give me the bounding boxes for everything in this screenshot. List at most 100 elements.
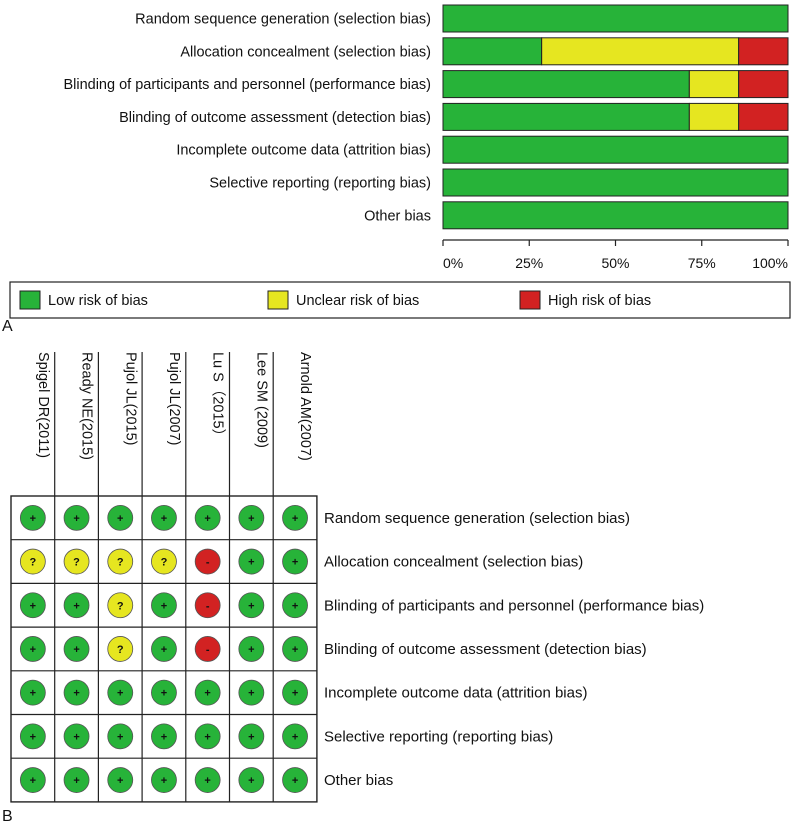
- judgement-symbol: -: [206, 644, 210, 656]
- judgement-low-risk-icon: [194, 767, 221, 793]
- judgement-low-risk-icon: [238, 767, 265, 793]
- judgement-symbol: +: [161, 600, 167, 612]
- judgement-symbol: +: [30, 731, 36, 743]
- judgement-low-risk-icon: [151, 504, 177, 531]
- category-label-selective-reporting-reporting-bias: Selective reporting (reporting bias): [209, 176, 431, 192]
- judgement-low-risk-icon: [238, 548, 265, 575]
- judgement-symbol: +: [204, 688, 210, 700]
- category-label-random-sequence-generation-selection-bias: Random sequence generation (selection bi…: [135, 12, 431, 28]
- bar-segment-high-risk-of-bias: [738, 37, 789, 66]
- bar-segment-high-risk-of-bias: [738, 70, 789, 99]
- judgement-symbol: +: [73, 731, 79, 743]
- panel-label-a: A: [2, 318, 13, 335]
- judgement-low-risk-icon: [63, 504, 90, 531]
- bar-segment-unclear-risk-of-bias: [688, 70, 740, 99]
- judgement-symbol: +: [30, 688, 36, 700]
- legend-box: [9, 281, 791, 319]
- judgement-symbol: +: [248, 600, 254, 612]
- judgement-low-risk-icon: [282, 636, 308, 662]
- x-tick-label: 75%: [688, 255, 716, 271]
- category-labels: Random sequence generation (selection bi…: [63, 12, 431, 225]
- legend: Low risk of bias Unclear risk of bias High…: [9, 281, 791, 319]
- x-tick-label: 50%: [601, 255, 629, 271]
- judgement-symbol: +: [161, 644, 167, 656]
- judgement-symbol: ?: [117, 600, 124, 612]
- x-axis: 0% 25% 50% 75% 100%: [442, 239, 789, 271]
- study-label-spigel-dr-2011: Spigel DR(2011): [35, 352, 51, 458]
- study-labels: Spigel DR(2011) Ready NE(2015) Pujol JL(20…: [35, 352, 313, 461]
- judgement-symbol: +: [161, 688, 167, 700]
- judgement-unclear-risk-icon: [19, 548, 46, 575]
- stacked-bars: [442, 4, 789, 230]
- judgement-symbol: +: [73, 513, 79, 525]
- judgement-low-risk-icon: [63, 636, 90, 662]
- category-label-other-bias: Other bias: [364, 208, 431, 224]
- legend-swatch-unclear-risk-of-bias: [267, 290, 289, 310]
- judgement-low-risk-icon: [282, 504, 308, 531]
- judgement-symbol: ?: [29, 557, 36, 569]
- bar-segment-low-risk-of-bias: [442, 168, 789, 197]
- judgement-low-risk-icon: [238, 679, 265, 706]
- judgement-low-risk-icon: [282, 592, 308, 619]
- judgement-low-risk-icon: [107, 679, 134, 706]
- judgement-low-risk-icon: [282, 767, 308, 793]
- judgement-low-risk-icon: [19, 504, 46, 531]
- judgement-low-risk-icon: [151, 636, 177, 662]
- judgement-low-risk-icon: [238, 723, 265, 750]
- judgement-high-risk-icon: [194, 592, 221, 619]
- x-tick-label: 100%: [752, 255, 788, 271]
- judgement-unclear-risk-icon: [63, 548, 90, 575]
- judgement-symbol: ?: [117, 557, 124, 569]
- judgement-low-risk-icon: [19, 592, 46, 619]
- judgement-low-risk-icon: [238, 592, 265, 619]
- judgement-symbol: ?: [117, 644, 124, 656]
- judgement-symbol: +: [30, 644, 36, 656]
- judgement-symbol: +: [292, 513, 298, 525]
- x-tick-label: 25%: [515, 255, 543, 271]
- judgement-unclear-risk-icon: [151, 548, 177, 575]
- judgement-low-risk-icon: [63, 592, 90, 619]
- judgement-low-risk-icon: [151, 679, 177, 706]
- x-tick-label: 0%: [443, 255, 463, 271]
- judgement-low-risk-icon: [194, 679, 221, 706]
- study-label-pujol-jl-2007: Pujol JL(2007): [166, 352, 182, 446]
- risk-of-bias-grid: B Spigel DR(2011) Ready NE(2015) Pujol JL(…: [2, 352, 704, 825]
- category-label-blinding-of-participants-and-personnel-performance-bias: Blinding of participants and personnel (…: [63, 77, 431, 93]
- judgement-symbol: +: [248, 644, 254, 656]
- legend-label-high-risk-of-bias: High risk of bias: [548, 293, 651, 309]
- judgement-symbol: +: [248, 688, 254, 700]
- judgement-high-risk-icon: [194, 636, 221, 662]
- judgement-low-risk-icon: [282, 723, 308, 750]
- panel-label-b: B: [2, 808, 13, 825]
- domain-labels: Random sequence generation (selection bi…: [324, 510, 704, 789]
- bar-segment-unclear-risk-of-bias: [688, 102, 740, 131]
- bar-segment-low-risk-of-bias: [442, 201, 789, 230]
- domain-label-allocation-concealment-selection-bias: Allocation concealment (selection bias): [324, 554, 583, 571]
- judgement-low-risk-icon: [19, 723, 46, 750]
- judgement-low-risk-icon: [282, 548, 308, 575]
- judgement-symbol: +: [292, 600, 298, 612]
- study-label-lu-s-2015: Lu S（2015）: [210, 352, 227, 443]
- judgement-symbol: ?: [161, 557, 168, 569]
- category-label-incomplete-outcome-data-attrition-bias: Incomplete outcome data (attrition bias): [176, 143, 431, 159]
- judgement-low-risk-icon: [151, 592, 177, 619]
- judgement-low-risk-icon: [19, 636, 46, 662]
- judgement-symbol: +: [30, 600, 36, 612]
- judgement-symbol: +: [30, 513, 36, 525]
- domain-label-random-sequence-generation-selection-bias: Random sequence generation (selection bi…: [324, 510, 630, 527]
- judgement-symbol: +: [292, 731, 298, 743]
- judgement-low-risk-icon: [151, 767, 177, 793]
- study-label-lee-sm-2009: Lee SM (2009): [253, 352, 269, 448]
- risk-of-bias-summary-chart: A Random sequence generation (selection …: [2, 4, 791, 335]
- judgement-symbol: +: [73, 600, 79, 612]
- judgement-symbol: ?: [73, 557, 80, 569]
- judgement-grid: + + + + + + +???? - + + + +? + - + + + +? + - + + + + + + + + + + + + + +…: [10, 352, 318, 803]
- grid-border: [10, 495, 318, 803]
- bar-segment-unclear-risk-of-bias: [541, 37, 740, 66]
- category-label-allocation-concealment-selection-bias: Allocation concealment (selection bias): [180, 44, 431, 60]
- judgement-low-risk-icon: [194, 504, 221, 531]
- category-label-blinding-of-outcome-assessment-detection-bias: Blinding of outcome assessment (detectio…: [119, 110, 431, 126]
- judgement-low-risk-icon: [282, 679, 308, 706]
- judgement-symbol: +: [248, 775, 254, 787]
- judgement-low-risk-icon: [107, 504, 134, 531]
